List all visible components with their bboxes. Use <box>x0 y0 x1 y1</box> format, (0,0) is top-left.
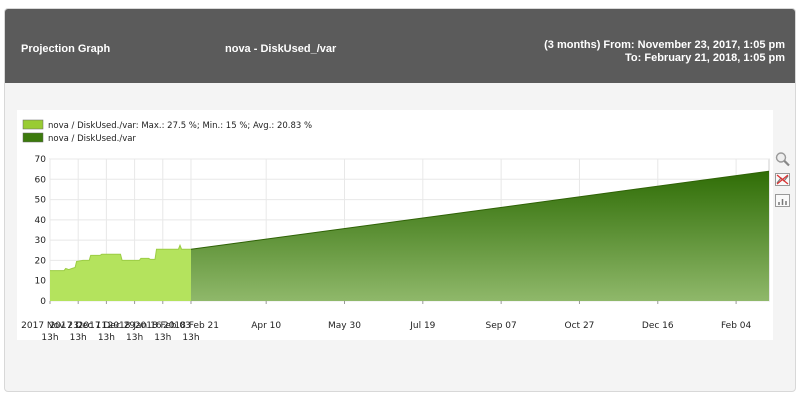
x-tick-label: Apr 10 <box>251 321 281 331</box>
x-tick-sublabel: 13h <box>41 333 58 340</box>
y-tick-label: 60 <box>35 175 47 185</box>
y-tick-label: 50 <box>35 196 47 206</box>
x-tick-label: Dec 16 <box>642 321 674 331</box>
projection-panel: Projection Graph nova - DiskUsed_/var (3… <box>4 8 796 392</box>
x-tick-label: Oct 27 <box>565 321 595 331</box>
x-tick-label: Sep 07 <box>485 321 516 331</box>
projection-chart: 0 10 20 30 40 50 60 70 2017 Nov 23 13h 2017 Dec 11… <box>21 119 770 343</box>
time-range-from: (3 months) From: November 23, 2017, 1:05… <box>544 39 785 51</box>
x-tick-sublabel: 13h <box>182 333 199 340</box>
series-area-actual <box>50 245 191 301</box>
x-tick-sublabel: 13h <box>70 333 87 340</box>
zoom-icon[interactable] <box>774 151 792 167</box>
x-tick-label: 2017 Nov 23 <box>21 321 79 331</box>
time-range-to: To: February 21, 2018, 1:05 pm <box>625 52 785 64</box>
series-line-actual <box>50 243 191 272</box>
legend-label: nova / DiskUsed./var: Max.: 27.5 %; Min.… <box>48 121 312 131</box>
x-tick-label: Feb 04 <box>721 321 752 331</box>
x-tick-label: 2017 Dec 29 <box>78 321 136 331</box>
legend-swatch <box>22 132 44 143</box>
x-tick-label: 2018 Feb 03 <box>135 321 191 331</box>
series-line-projection <box>190 170 770 250</box>
x-tick-sublabel: 13h <box>154 333 171 340</box>
x-tick-label: 2017 Dec 11 <box>49 321 107 331</box>
y-tick-label: 10 <box>35 277 47 287</box>
series-area-projection <box>190 171 769 301</box>
y-tick-label: 40 <box>35 216 47 226</box>
y-tick-label: 20 <box>35 256 47 266</box>
panel-title: Projection Graph <box>21 43 111 55</box>
x-tick-label: 2018 Feb 21 <box>163 321 219 331</box>
x-tick-label: May 30 <box>328 321 361 331</box>
y-tick-label: 70 <box>35 155 47 165</box>
x-tick-sublabel: 13h <box>98 333 115 340</box>
reset-zoom-icon[interactable] <box>774 172 792 188</box>
x-tick-label: 2018 Jan 16 <box>108 321 162 331</box>
series-title: nova - DiskUsed_/var <box>225 43 337 55</box>
x-tick-sublabel: 13h <box>126 333 143 340</box>
legend-label: nova / DiskUsed./var <box>48 134 136 144</box>
chart-container: 0 10 20 30 40 50 60 70 2017 Nov 23 13h 2017 Dec 11… <box>17 110 773 343</box>
chart-type-icon[interactable] <box>774 193 792 209</box>
y-tick-label: 30 <box>35 236 47 246</box>
time-range: (3 months) From: November 23, 2017, 1:05… <box>544 39 785 65</box>
y-tick-label: 0 <box>40 297 46 307</box>
x-tick-label: Jul 19 <box>409 321 435 331</box>
legend-swatch <box>22 119 44 130</box>
panel-header: Projection Graph nova - DiskUsed_/var (3… <box>5 9 795 83</box>
